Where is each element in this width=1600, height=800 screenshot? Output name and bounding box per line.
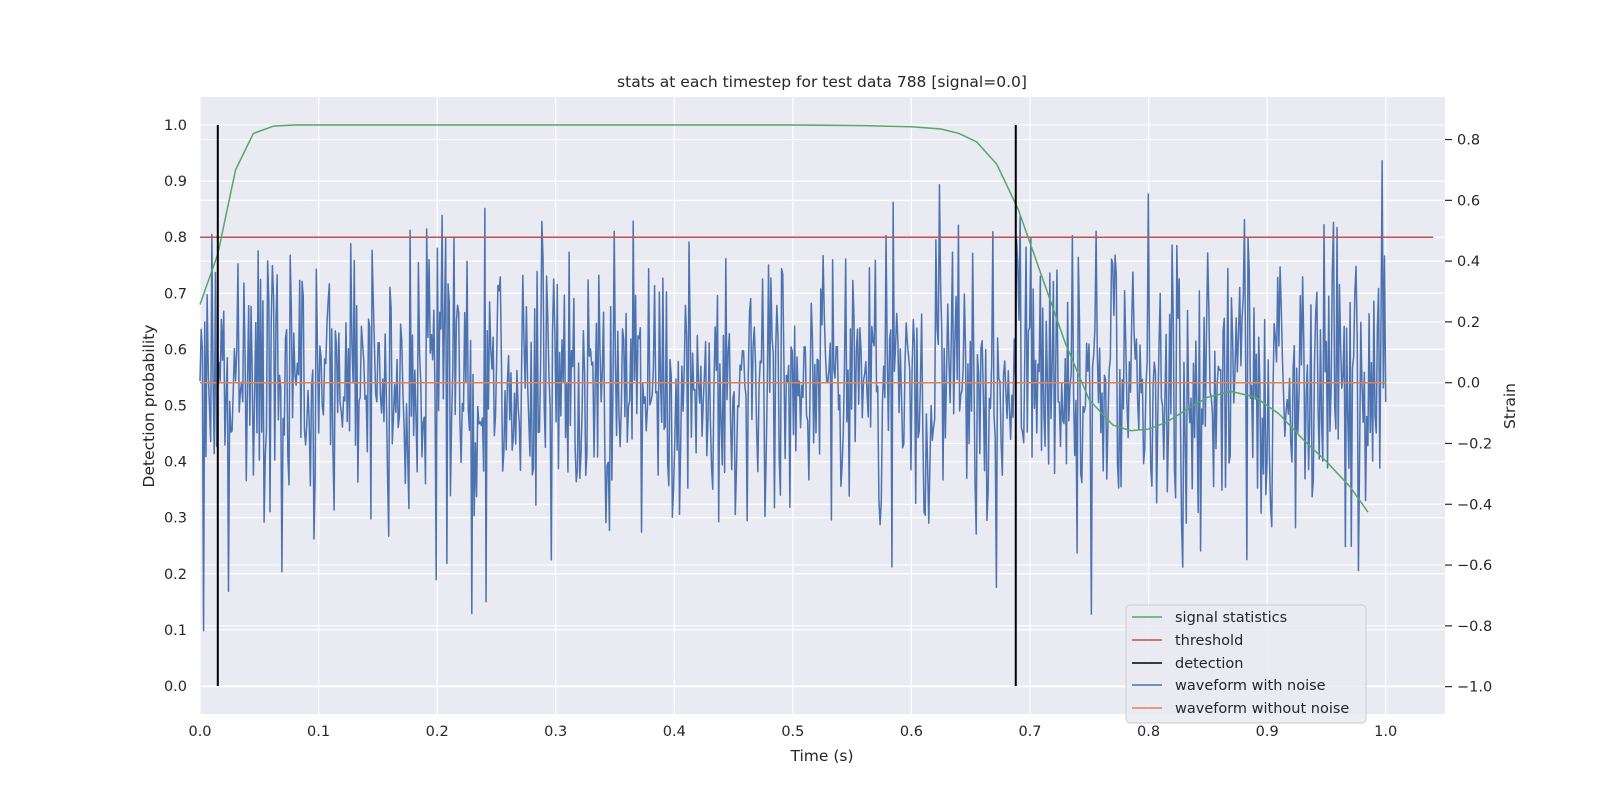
legend-label-signal-statistics: signal statistics [1175, 610, 1287, 626]
x-tick-label: 0.7 [1018, 724, 1041, 740]
legend-label-waveform-with-noise: waveform with noise [1175, 678, 1326, 694]
x-tick-label: 0.1 [307, 724, 330, 740]
x-axis-label: Time (s) [789, 747, 853, 765]
y2-tick-label: 0.4 [1457, 254, 1480, 270]
y-tick-label: 0.4 [164, 455, 187, 471]
x-tick-label: 0.0 [188, 724, 211, 740]
y-tick-label: 0.6 [164, 342, 187, 358]
series-line-waveform-with-noise [199, 159, 1387, 632]
x-tick-labels: 0.0 0.1 0.2 0.3 0.4 0.5 0.6 0.7 0.8 0.9 1.0 [188, 724, 1397, 740]
x-tick-label: 1.0 [1374, 724, 1397, 740]
y-tick-label: 0.2 [164, 567, 187, 583]
y2-tick-labels: −1.0 −0.8 −0.6 −0.4 −0.2 0.0 0.2 0.4 0.6 0.8 [1445, 133, 1492, 696]
y-tick-label: 1.0 [164, 118, 187, 134]
y-tick-label: 0.5 [164, 399, 187, 415]
y-axis-label: Detection probability [140, 325, 158, 488]
waveform-with-noise-layer [199, 159, 1434, 632]
y-tick-label: 0.1 [164, 623, 187, 639]
legend-label-threshold: threshold [1175, 633, 1243, 649]
y2-tick-label: −0.6 [1457, 558, 1492, 574]
y2-axis-label: Strain [1501, 383, 1519, 429]
legend-label-waveform-without-noise: waveform without noise [1175, 701, 1349, 717]
chart-title: stats at each timestep for test data 788… [617, 73, 1027, 91]
series-layer [199, 124, 1369, 686]
y-tick-label: 0.3 [164, 511, 187, 527]
series-line-signal-statistics [199, 124, 1369, 513]
y2-tick-label: −1.0 [1457, 680, 1492, 696]
y-tick-label: 0.7 [164, 286, 187, 302]
y2-tick-label: −0.8 [1457, 619, 1492, 635]
x-tick-label: 0.3 [544, 724, 567, 740]
x-tick-label: 0.2 [426, 724, 449, 740]
x-tick-label: 0.5 [781, 724, 804, 740]
y2-tick-label: 0.0 [1457, 376, 1480, 392]
y2-tick-label: −0.2 [1457, 436, 1492, 452]
y2-tick-label: 0.6 [1457, 193, 1480, 209]
legend: signal statistics threshold detection wa… [1125, 604, 1367, 724]
x-tick-label: 0.8 [1137, 724, 1160, 740]
y2-tick-label: 0.8 [1457, 133, 1480, 149]
y2-tick-label: −0.4 [1457, 497, 1492, 513]
legend-label-detection: detection [1175, 656, 1243, 672]
x-tick-label: 0.4 [663, 724, 686, 740]
y2-tick-label: 0.2 [1457, 315, 1480, 331]
x-tick-label: 0.6 [900, 724, 923, 740]
x-tick-label: 0.9 [1256, 724, 1279, 740]
y-tick-label: 0.9 [164, 174, 187, 190]
legend-box [1125, 604, 1367, 724]
y-tick-labels: 0.0 0.1 0.2 0.3 0.4 0.5 0.6 0.7 0.8 0.9 1.0 [164, 118, 187, 695]
y-tick-label: 0.8 [164, 230, 187, 246]
y-tick-label: 0.0 [164, 679, 187, 695]
